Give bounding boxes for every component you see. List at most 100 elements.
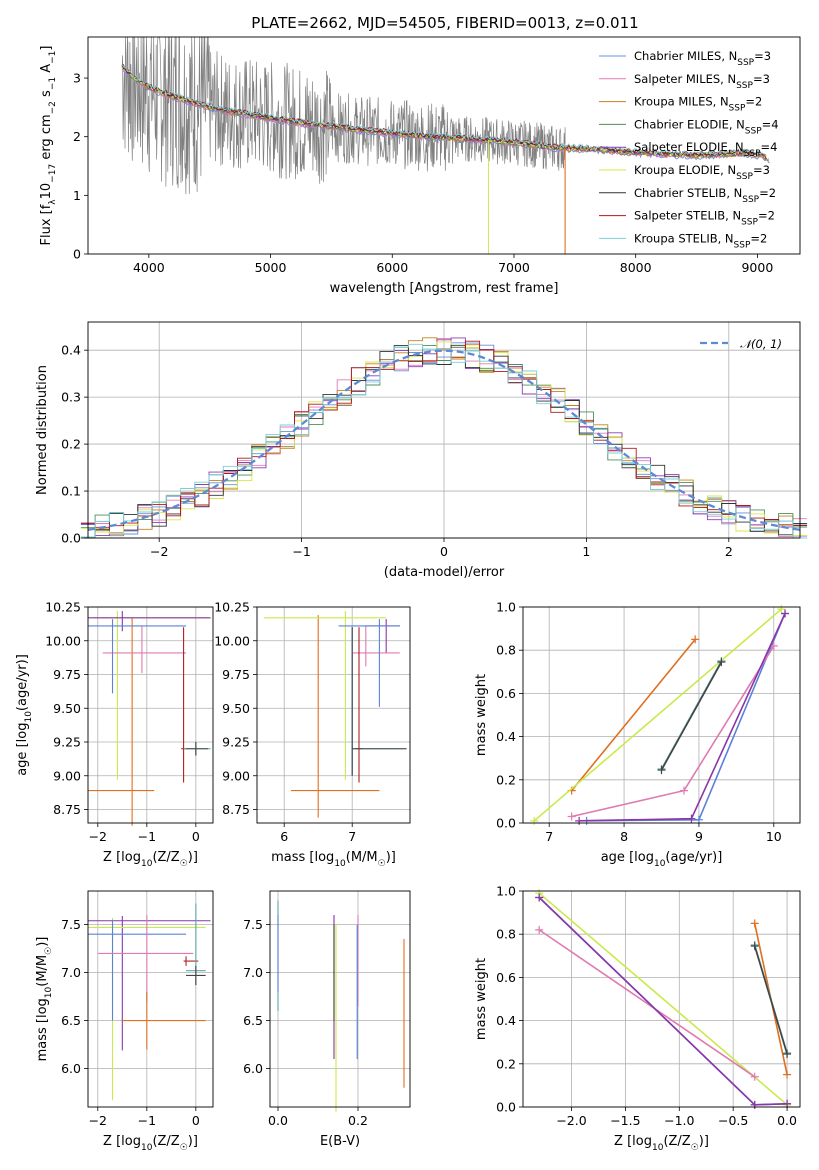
- y-tick-label: 0.6: [496, 686, 516, 701]
- mass-weight-line-2: [538, 929, 756, 1078]
- legend-label-5: Salpeter ELODIE, NSSP=4: [634, 140, 777, 159]
- y-tick-label: 0.8: [496, 927, 516, 942]
- mass-weight-line-7: [753, 945, 788, 1055]
- y-tick-label: 6.0: [61, 1061, 81, 1076]
- y-tick-label: 9.50: [222, 701, 250, 716]
- x-tick-label: 0: [440, 544, 448, 559]
- errorbar-point-2: [263, 611, 387, 780]
- y-tick-label: 6.0: [243, 1061, 263, 1076]
- x-tick-label: 7000: [498, 260, 530, 275]
- residuals-y-axis-label: Normed distribution: [35, 365, 50, 495]
- spectrum-panel: Chabrier MILES, NSSP=3 Salpeter MILES, NS…: [39, 36, 801, 296]
- mass_vs_Z-y-axis-label: mass [log10(M/M☉)]: [35, 937, 54, 1062]
- y-tick-label: 0.8: [496, 643, 516, 658]
- x-tick-label: 0: [192, 1113, 200, 1128]
- residuals-plot-area: [80, 337, 808, 539]
- y-tick-label: 8.75: [53, 802, 81, 817]
- mass-weight-marker: [750, 942, 759, 951]
- legend-label-2: Salpeter MILES, NSSP=3: [634, 72, 770, 91]
- mw_vs_Z-y-axis-label: mass weight: [474, 958, 489, 1040]
- errorbar-point-1: [88, 915, 211, 1051]
- mass-weight-marker: [777, 605, 786, 614]
- x-tick-label: −2: [89, 1113, 107, 1128]
- x-tick-label: −1.5: [610, 1113, 640, 1128]
- mass-weight-marker: [687, 814, 696, 823]
- y-tick-label: 9.25: [53, 735, 81, 750]
- x-tick-label: −1.0: [664, 1113, 694, 1128]
- errorbar-point-3: [365, 619, 400, 653]
- legend-label-9: Kroupa STELIB, NSSP=2: [634, 231, 767, 250]
- mass-weight-marker: [717, 658, 726, 667]
- residuals-x-axis-label: (data-model)/error: [384, 565, 505, 580]
- mass-weight-line-1: [538, 892, 788, 1106]
- mass-weight-line-1: [571, 638, 696, 792]
- mass-weight-line-2: [586, 613, 786, 822]
- errorbar-point-4: [97, 915, 194, 1002]
- y-tick-label: 0: [73, 247, 81, 262]
- y-tick-label: 0.2: [61, 437, 81, 452]
- y-tick-label: 3: [73, 71, 81, 86]
- y-tick-label: 2: [73, 129, 81, 144]
- x-tick-label: 0.0: [268, 1113, 288, 1128]
- x-tick-label: 0: [192, 829, 200, 844]
- y-tick-label: 9.00: [222, 768, 250, 783]
- y-tick-label: 9.50: [53, 701, 81, 716]
- errorbar-point-3: [88, 919, 187, 1021]
- x-tick-label: 6: [280, 829, 288, 844]
- mw_vs_age-panel: 7 8 9 10 0.0 0.2 0.4 0.6 0.8 1.0 age [log10(age/yr…: [474, 600, 801, 869]
- age_vs_Z-y-axis-label: age [log10(age/yr)]: [15, 654, 34, 776]
- errorbar-point-2: [92, 611, 211, 780]
- mass-weight-line-4: [533, 608, 782, 822]
- y-tick-label: 1: [73, 188, 81, 203]
- mass_vs_EBV-frame: [269, 890, 411, 1108]
- y-tick-label: 6.5: [243, 1013, 263, 1028]
- legend-label-4: Chabrier ELODIE, NSSP=4: [634, 117, 779, 136]
- mass_vs_EBV-panel: 0.0 0.2 6.0 6.5 7.0 7.5 E(B-V): [243, 890, 411, 1149]
- errorbar-point-4: [102, 625, 187, 674]
- mass-weight-marker: [694, 815, 703, 824]
- residual-histogram-4: [80, 344, 808, 532]
- y-tick-label: 7.0: [61, 965, 81, 980]
- x-tick-label: 2: [725, 544, 733, 559]
- x-tick-label: 0.0: [777, 1113, 797, 1128]
- figure-title: PLATE=2662, MJD=54505, FIBERID=0013, z=0…: [251, 14, 638, 32]
- mass-weight-marker: [691, 635, 700, 644]
- mass-weight-marker: [575, 816, 584, 825]
- errorbar-point-8: [351, 627, 407, 776]
- x-tick-label: 4000: [133, 260, 165, 275]
- mass-weight-marker: [750, 1100, 759, 1109]
- spectrum-x-axis-label: wavelength [Angstrom, rest frame]: [330, 281, 559, 296]
- mass-weight-marker: [657, 766, 666, 775]
- residuals-panel: 𝒩(0, 1) −2 −1 0 1 2 0.0 0.1 0.2 0.3 0.4 (data-model…: [35, 321, 808, 580]
- mw_vs_Z-plot-area: [535, 889, 792, 1109]
- mass_vs_Z-plot-area: [88, 903, 211, 1101]
- residual-histogram-1: [80, 342, 808, 537]
- age_vs_mass-plot-area: [263, 611, 407, 818]
- residual-histogram-9: [80, 343, 808, 539]
- y-tick-label: 6.5: [61, 1013, 81, 1028]
- mass-weight-marker: [535, 925, 544, 934]
- y-tick-label: 10.25: [214, 600, 250, 615]
- legend-gaussian-label: 𝒩(0, 1): [740, 337, 782, 351]
- residuals-legend: 𝒩(0, 1): [700, 337, 782, 351]
- y-tick-label: 0.0: [496, 816, 516, 831]
- x-tick-label: 8: [620, 829, 628, 844]
- errorbar-point-1: [291, 615, 380, 818]
- mass-weight-marker: [679, 786, 688, 795]
- residual-histogram-6: [80, 341, 808, 536]
- x-tick-label: 8000: [620, 260, 652, 275]
- x-tick-label: 7: [348, 829, 356, 844]
- age_vs_mass-panel: 6 7 8.75 9.00 9.25 9.50 9.75 10.00 10.25 mass [lo…: [214, 600, 411, 869]
- y-tick-label: 0.2: [496, 772, 516, 787]
- y-tick-label: 7.5: [243, 917, 263, 932]
- age_vs_Z-x-axis-label: Z [log10(Z/Z☉)]: [103, 850, 198, 869]
- y-tick-label: 9.25: [222, 735, 250, 750]
- errorbar-point-6: [181, 627, 187, 783]
- y-tick-label: 9.75: [53, 667, 81, 682]
- x-tick-label: 6000: [376, 260, 408, 275]
- model-spectrum-line-9: [121, 64, 767, 157]
- mass-weight-marker: [750, 919, 759, 928]
- y-tick-label: 9.75: [222, 667, 250, 682]
- mass-weight-marker: [567, 812, 576, 821]
